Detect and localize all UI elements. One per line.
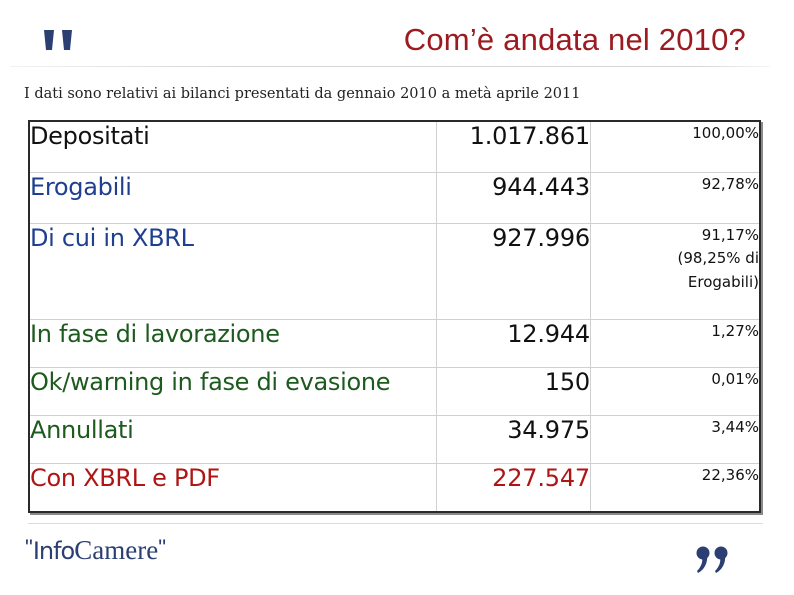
table-row-lavorazione: In fase di lavorazione 12.944 1,27% [29, 319, 760, 368]
table-row-erogabili: Erogabili 944.443 92,78% [29, 172, 760, 224]
row-value: 34.975 [436, 415, 591, 464]
row-label: In fase di lavorazione [29, 319, 437, 368]
row-value: 227.547 [436, 463, 591, 513]
statistics-table: Depositati 1.017.861 100,00% Erogabili 9… [28, 120, 761, 513]
row-percent: 3,44% [590, 415, 760, 464]
row-label: Di cui in XBRL [29, 223, 437, 320]
row-label: Ok/warning in fase di evasione [29, 367, 437, 416]
row-percent: 100,00% [590, 120, 760, 173]
row-percent: 1,27% [590, 319, 760, 368]
logo-text-info: Info [32, 537, 75, 565]
row-percent: 91,17% [701, 226, 759, 244]
logo-quote-close: " [158, 535, 166, 560]
table-row-xbrl-pdf: Con XBRL e PDF 227.547 22,36% [29, 463, 760, 513]
row-percent: 22,36% [590, 463, 760, 513]
row-value: 944.443 [436, 172, 591, 224]
row-percent-note: (98,25% di [677, 249, 759, 268]
row-percent-note: Erogabili) [687, 272, 759, 291]
table-row-depositati: Depositati 1.017.861 100,00% [29, 120, 760, 173]
table-row-annullati: Annullati 34.975 3,44% [29, 415, 760, 464]
row-label: Depositati [29, 120, 437, 173]
row-value: 1.017.861 [436, 120, 591, 173]
row-value: 927.996 [436, 223, 591, 320]
slide-subtitle: I dati sono relativi ai bilanci presenta… [24, 86, 581, 102]
row-label: Erogabili [29, 172, 437, 224]
quote-close-icon [696, 546, 728, 573]
infocamere-logo: "InfoCamere" [25, 535, 166, 565]
quote-open-icon [44, 30, 72, 50]
row-percent: 92,78% [590, 172, 760, 224]
row-value: 150 [436, 367, 591, 416]
row-label: Annullati [29, 415, 437, 464]
slide-title: Com’è andata nel 2010? [403, 22, 746, 57]
row-percent: 0,01% [590, 367, 760, 416]
logo-quote-open: " [25, 535, 33, 560]
row-label: Con XBRL e PDF [29, 463, 437, 513]
table-row-ok-warning: Ok/warning in fase di evasione 150 0,01% [29, 367, 760, 416]
logo-text-camere: Camere [74, 535, 159, 565]
title-divider [10, 66, 770, 67]
row-percent-cell: 91,17% (98,25% di Erogabili) [590, 223, 760, 320]
row-value: 12.944 [436, 319, 591, 368]
table-row-xbrl: Di cui in XBRL 927.996 91,17% (98,25% di… [29, 223, 760, 320]
footer-divider [28, 523, 763, 524]
